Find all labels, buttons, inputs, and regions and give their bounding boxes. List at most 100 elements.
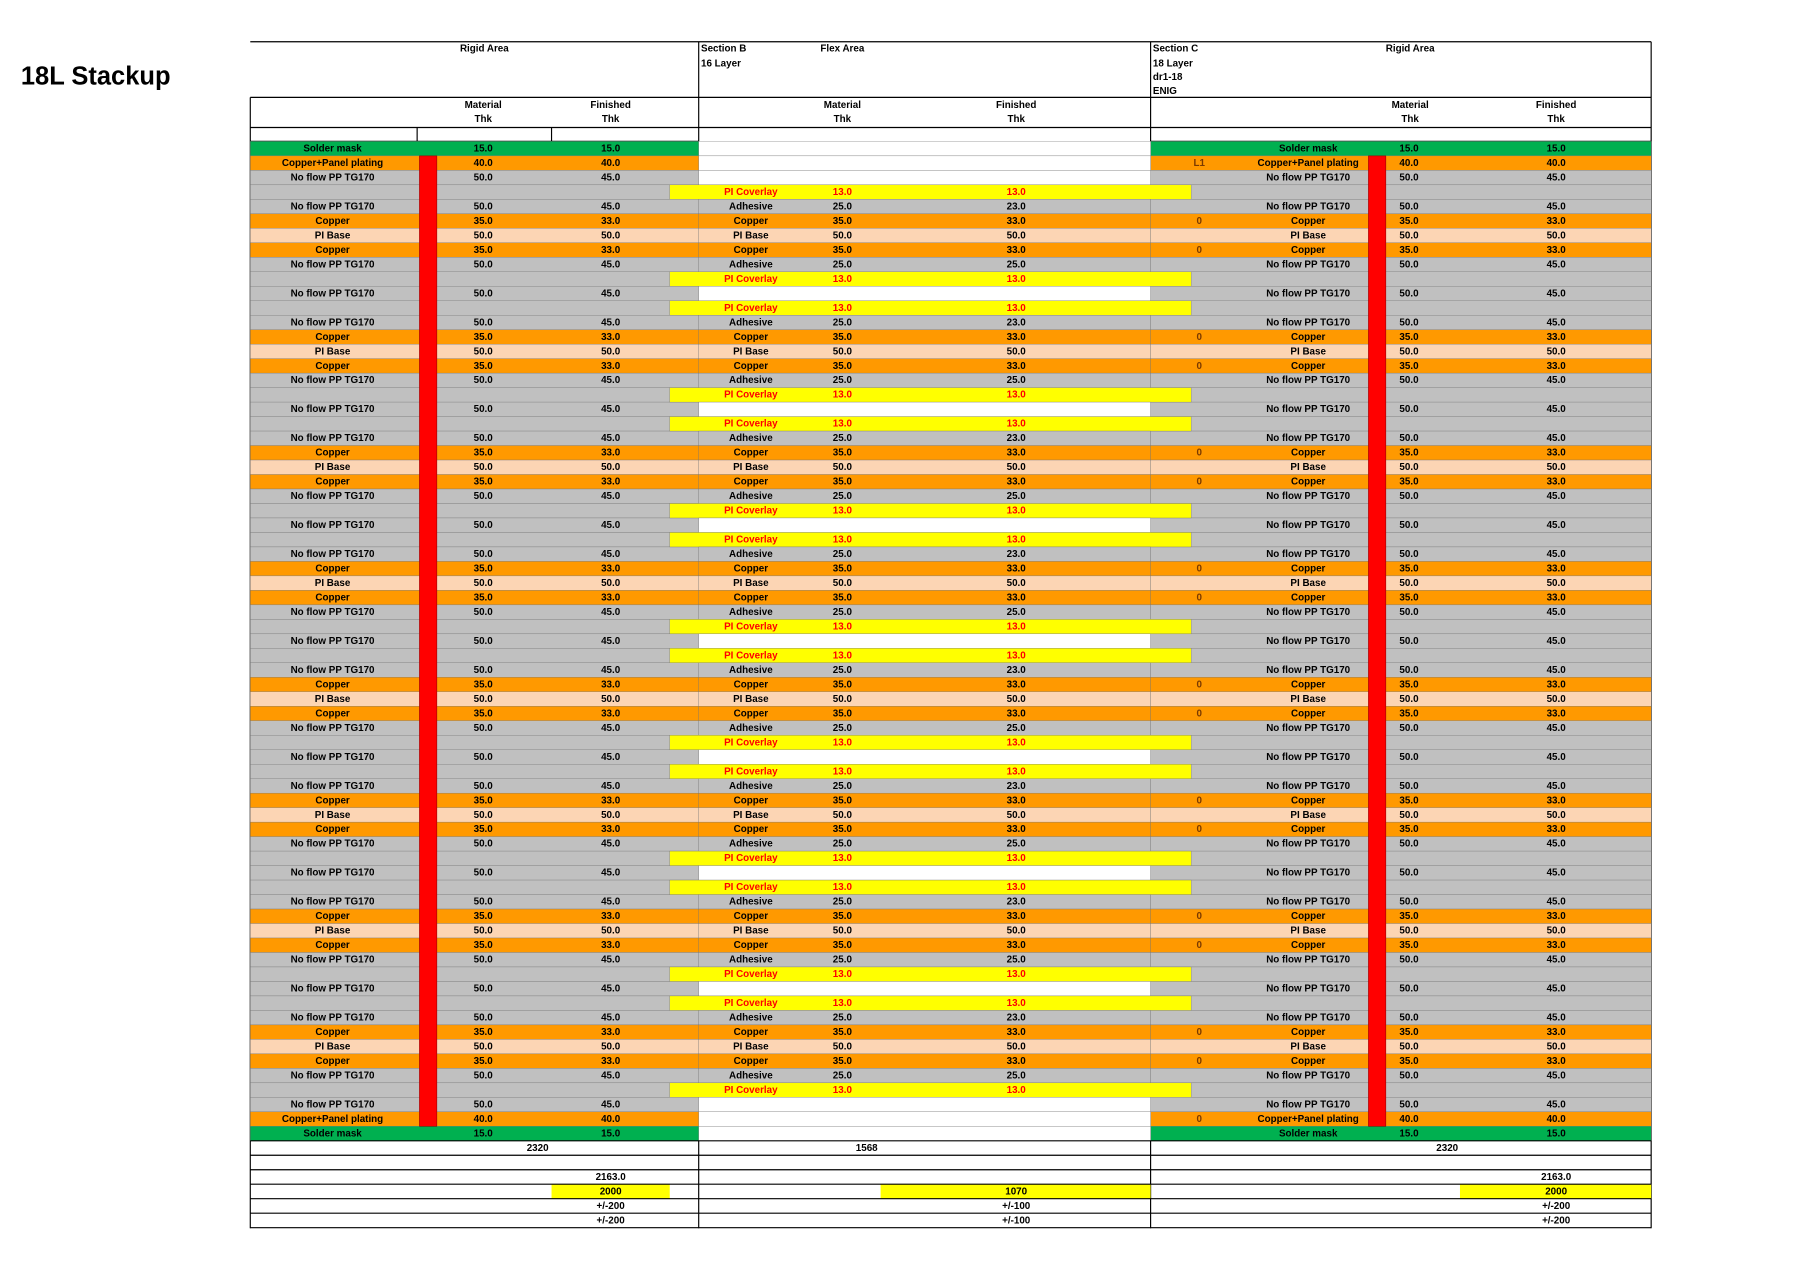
material-thk: 13.0 [833, 535, 853, 546]
material-thk: 35.0 [1399, 708, 1419, 719]
area-label: Rigid Area [460, 43, 509, 54]
material: No flow PP TG170 [291, 781, 375, 792]
material: PI Coverlay [724, 187, 778, 198]
layer-right [1150, 300, 1652, 316]
finished-thk: 45.0 [601, 172, 621, 183]
material: Adhesive [729, 491, 773, 502]
material: Copper [734, 593, 769, 604]
material-thk: 50.0 [1399, 433, 1419, 444]
material-thk: 15.0 [474, 1128, 494, 1139]
material: Adhesive [729, 1070, 773, 1081]
material-thk: 35.0 [474, 216, 494, 227]
finished-thk: 33.0 [1547, 216, 1567, 227]
layer-left [250, 619, 699, 635]
material: No flow PP TG170 [291, 288, 375, 299]
finished-thk: 50.0 [601, 1042, 621, 1053]
material-thk: 50.0 [474, 1042, 494, 1053]
material: Copper [315, 332, 350, 343]
material-thk: 40.0 [1399, 1114, 1419, 1125]
finished-thk: 45.0 [601, 259, 621, 270]
material-thk: 50.0 [474, 375, 494, 386]
finished-thk: 45.0 [1547, 868, 1567, 879]
material: No flow PP TG170 [1266, 607, 1350, 618]
finished-thk: 13.0 [1007, 506, 1027, 517]
material-thk: 50.0 [833, 346, 853, 357]
finished-thk: 45.0 [601, 897, 621, 908]
material: PI Base [315, 694, 351, 705]
material: PI Base [733, 694, 769, 705]
material-thk: 40.0 [1399, 158, 1419, 169]
layer-right [1150, 850, 1652, 866]
material-thk: 35.0 [1399, 795, 1419, 806]
material-thk: 35.0 [833, 1056, 853, 1067]
material-thk: 35.0 [1399, 216, 1419, 227]
layer-flex-empty [698, 749, 1151, 765]
material: Adhesive [729, 375, 773, 386]
material-thk: 35.0 [833, 448, 853, 459]
material: PI Coverlay [724, 998, 778, 1009]
material: Copper+Panel plating [282, 1114, 383, 1125]
material: PI Base [733, 810, 769, 821]
finished-thk: 33.0 [1547, 361, 1567, 372]
material-thk: 35.0 [474, 708, 494, 719]
material-thk: 25.0 [833, 259, 853, 270]
material-thk: 50.0 [474, 201, 494, 212]
finished-thk: 40.0 [601, 158, 621, 169]
finished-thk: 33.0 [601, 679, 621, 690]
layer-label: 0 [1197, 911, 1203, 922]
material-thk: 50.0 [474, 810, 494, 821]
material: No flow PP TG170 [291, 520, 375, 531]
material-thk: 35.0 [1399, 1056, 1419, 1067]
layer-left [250, 387, 699, 403]
highlight [880, 1184, 1151, 1199]
material-thk: 25.0 [833, 317, 853, 328]
material: PI Coverlay [724, 853, 778, 864]
material-thk: 25.0 [833, 1013, 853, 1024]
finished-thk: 45.0 [1547, 984, 1567, 995]
material: Copper [734, 564, 769, 575]
finished-thk: 33.0 [601, 1027, 621, 1038]
material: No flow PP TG170 [1266, 201, 1350, 212]
finished-thk: 33.0 [1547, 477, 1567, 488]
material-thk: 13.0 [833, 1085, 853, 1096]
finished-thk: 33.0 [1547, 564, 1567, 575]
material: Copper+Panel plating [282, 158, 383, 169]
material: Adhesive [729, 1013, 773, 1024]
material: PI Coverlay [724, 737, 778, 748]
material-thk: 50.0 [1399, 868, 1419, 879]
material-thk: 35.0 [1399, 911, 1419, 922]
finished-thk: 33.0 [1007, 911, 1027, 922]
material-thk: 13.0 [833, 766, 853, 777]
material-thk: 50.0 [474, 752, 494, 763]
material: Copper [1291, 448, 1326, 459]
area-label: Rigid Area [1386, 43, 1435, 54]
material-thk: 35.0 [474, 448, 494, 459]
finished-thk: 45.0 [601, 201, 621, 212]
finished-thk: 45.0 [1547, 636, 1567, 647]
material: Copper [734, 795, 769, 806]
layer-right [1150, 416, 1652, 432]
material: Copper [315, 940, 350, 951]
finished-thk: 23.0 [1007, 201, 1027, 212]
material: No flow PP TG170 [291, 491, 375, 502]
finished-thk: 45.0 [601, 839, 621, 850]
material-thk: 50.0 [1399, 607, 1419, 618]
material-thk: 50.0 [474, 520, 494, 531]
col-header: Thk [474, 114, 492, 125]
finished-thk: 13.0 [1007, 998, 1027, 1009]
finished-thk: 50.0 [1007, 578, 1027, 589]
material: Copper [734, 477, 769, 488]
material-thk: 40.0 [474, 1114, 494, 1125]
material-thk: 50.0 [1399, 665, 1419, 676]
layer-right [1150, 532, 1652, 548]
finished-thk: 33.0 [1007, 1056, 1027, 1067]
finished-thk: 50.0 [1007, 1042, 1027, 1053]
material-thk: 50.0 [474, 172, 494, 183]
material-thk: 35.0 [474, 1056, 494, 1067]
finished-thk: 50.0 [1547, 1042, 1567, 1053]
material-thk: 25.0 [833, 723, 853, 734]
finished-thk: 45.0 [601, 375, 621, 386]
layer-right [1150, 966, 1652, 982]
finished-thk: 45.0 [1547, 1070, 1567, 1081]
material-thk: 35.0 [1399, 940, 1419, 951]
